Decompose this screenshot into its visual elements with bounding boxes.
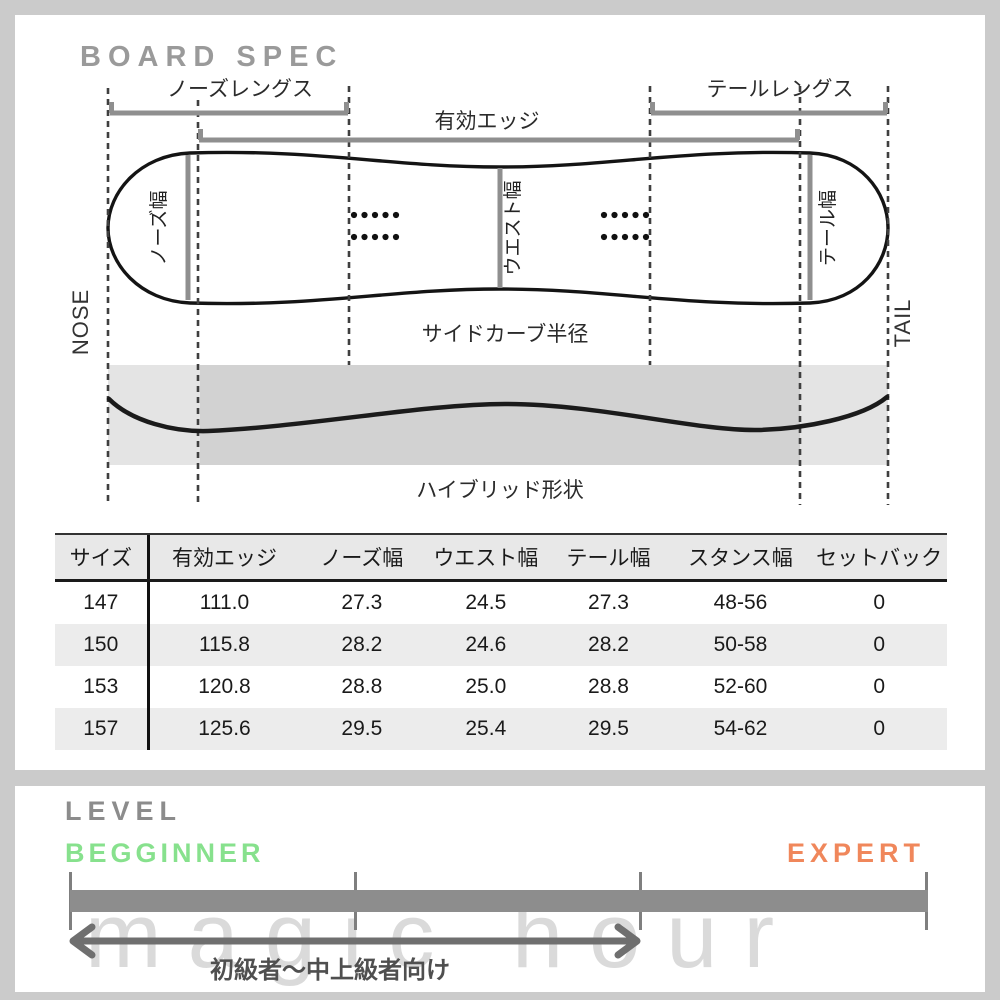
level-scale-bar <box>70 890 928 912</box>
table-row: 150 115.8 28.2 24.6 28.2 50-58 0 <box>55 624 947 666</box>
level-heading: LEVEL <box>65 796 183 826</box>
spec-table: サイズ 有効エッジ ノーズ幅 ウエスト幅 テール幅 スタンス幅 セットバック 1… <box>55 533 947 750</box>
level-min-label: BEGGINNER <box>65 838 265 868</box>
cell-setback: 0 <box>873 591 885 614</box>
nose-length-label: ノーズレングス <box>167 78 313 101</box>
level-max-label: EXPERT <box>786 838 925 868</box>
cell-tail: 28.2 <box>588 633 629 656</box>
cell-stance: 48-56 <box>713 591 768 614</box>
tail-end-label: TAIL <box>890 299 915 348</box>
cell-waist: 24.5 <box>465 591 507 614</box>
measure-bars <box>109 102 888 300</box>
sidecut-radius-label: サイドカーブ半径 <box>422 323 589 346</box>
tail-width-label: テール幅 <box>817 190 839 266</box>
insert-dots-front <box>350 211 400 241</box>
col-header-waist: ウエスト幅 <box>433 547 539 570</box>
effective-edge-label: 有効エッジ <box>435 110 540 133</box>
table-row: 147 111.0 27.3 24.5 27.3 48-56 0 <box>55 582 947 624</box>
camber-profile-curve <box>106 394 890 434</box>
level-target-label: 初級者〜中上級者向け <box>210 957 450 984</box>
cell-edge: 120.8 <box>198 675 251 698</box>
cell-waist: 24.6 <box>465 633 507 656</box>
cell-tail: 27.3 <box>588 591 629 614</box>
cell-setback: 0 <box>873 717 885 740</box>
cell-size: 150 <box>55 624 150 666</box>
nose-width-label: ノーズ幅 <box>148 190 170 265</box>
cell-waist: 25.0 <box>465 675 507 698</box>
cell-setback: 0 <box>873 675 885 698</box>
cell-stance: 52-60 <box>713 675 768 698</box>
waist-width-label: ウエスト幅 <box>502 180 524 275</box>
cell-edge: 125.6 <box>198 717 251 740</box>
page-title: BOARD SPEC <box>80 41 344 73</box>
spec-table-header-row: サイズ 有効エッジ ノーズ幅 ウエスト幅 テール幅 スタンス幅 セットバック <box>55 535 947 582</box>
cell-size: 153 <box>55 666 150 708</box>
col-header-nose: ノーズ幅 <box>320 547 404 570</box>
cell-nose: 28.2 <box>341 633 383 656</box>
cell-tail: 29.5 <box>588 717 629 740</box>
col-header-setback: セットバック <box>816 547 943 570</box>
board-diagram: ノーズレングス テールレングス 有効エッジ ノーズ幅 ウエスト幅 テール幅 NO… <box>68 78 915 505</box>
cell-nose: 27.3 <box>341 591 383 614</box>
profile-band-nose <box>108 365 200 465</box>
arrowhead-left <box>69 923 96 959</box>
cell-waist: 25.4 <box>465 717 507 740</box>
cell-nose: 28.8 <box>341 675 383 698</box>
profile-shape-label: ハイブリッド形状 <box>416 479 584 502</box>
cell-size: 147 <box>55 582 150 624</box>
cell-setback: 0 <box>873 633 885 656</box>
arrowhead-right <box>614 923 641 959</box>
profile-band-center <box>200 365 800 465</box>
col-header-size: サイズ <box>55 535 150 579</box>
cell-nose: 29.5 <box>341 717 383 740</box>
level-range-arrow <box>69 923 641 959</box>
cell-tail: 28.8 <box>588 675 629 698</box>
cell-stance: 54-62 <box>713 717 768 740</box>
dashed-guide-lines <box>106 86 890 505</box>
nose-end-label: NOSE <box>68 289 93 355</box>
cell-size: 157 <box>55 708 150 750</box>
tail-length-label: テールレングス <box>707 78 854 101</box>
level-panel <box>15 786 985 992</box>
col-header-edge: 有効エッジ <box>171 547 277 570</box>
cell-stance: 50-58 <box>713 633 768 656</box>
table-row: 157 125.6 29.5 25.4 29.5 54-62 0 <box>55 708 947 750</box>
table-row: 153 120.8 28.8 25.0 28.8 52-60 0 <box>55 666 947 708</box>
insert-dots-rear <box>600 211 650 241</box>
col-header-tail: テール幅 <box>566 547 651 570</box>
col-header-stance: スタンス幅 <box>688 547 793 570</box>
cell-edge: 111.0 <box>199 591 250 614</box>
cell-edge: 115.8 <box>198 633 250 656</box>
